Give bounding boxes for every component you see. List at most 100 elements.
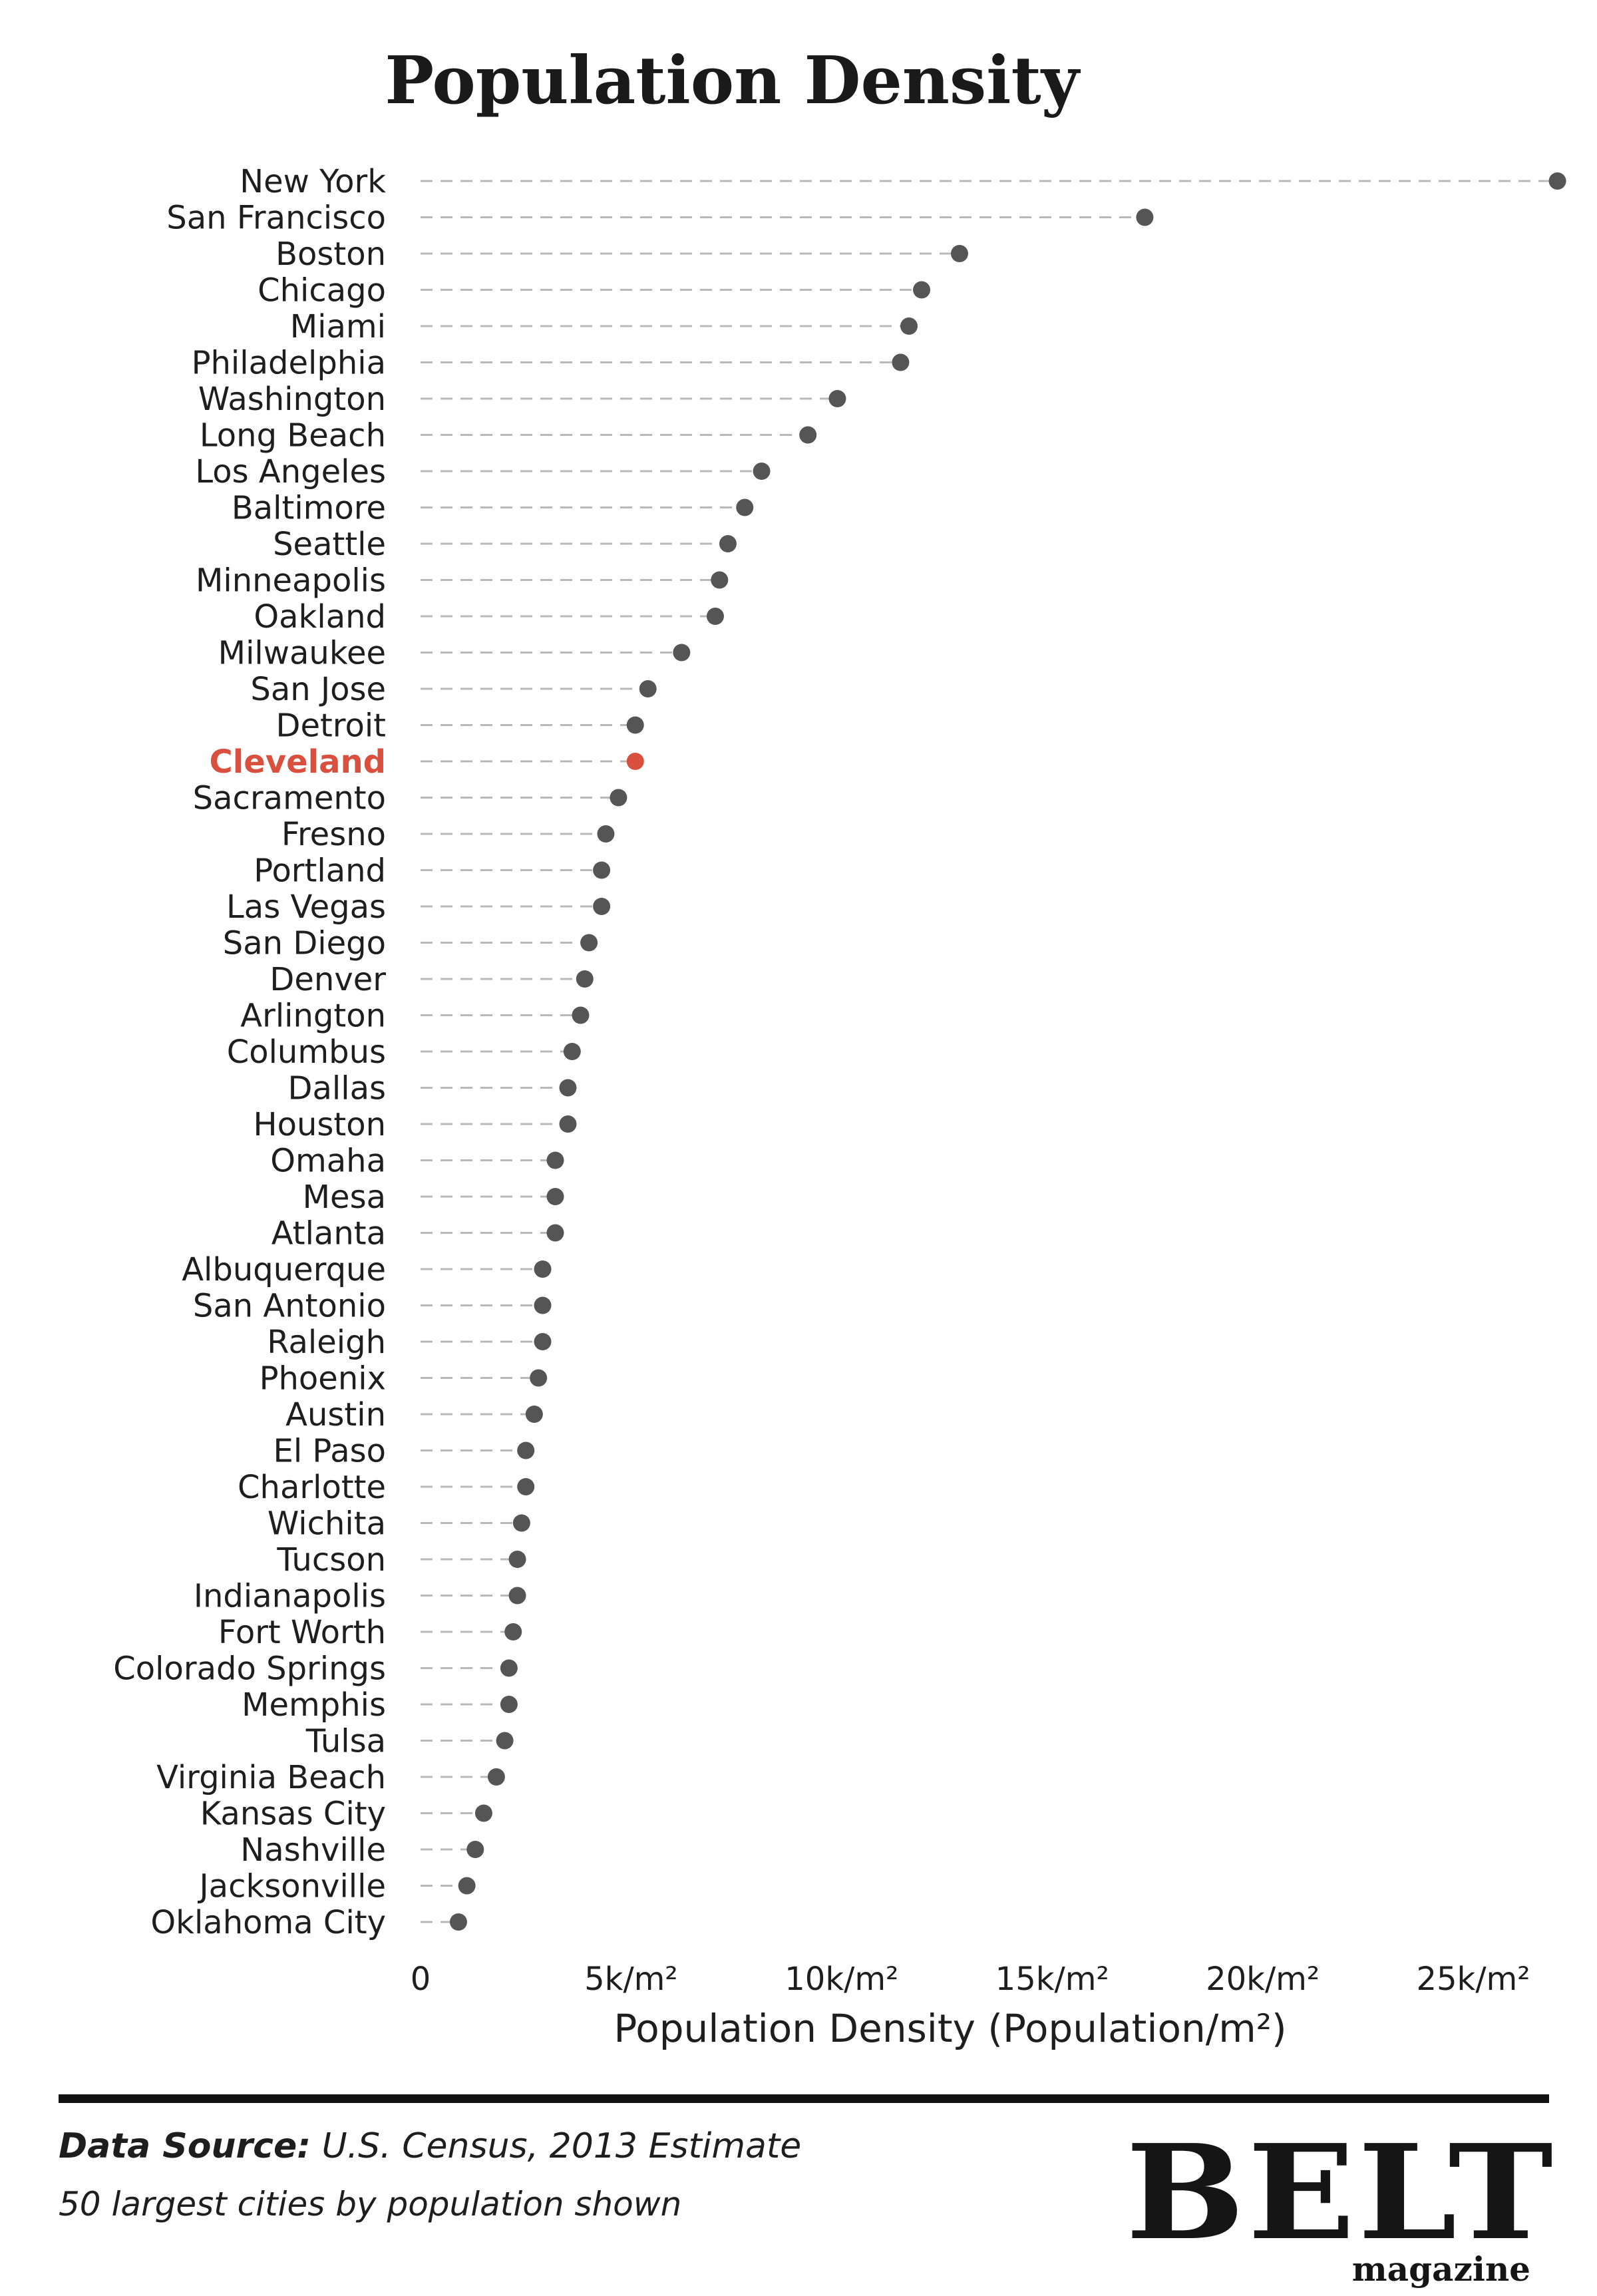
data-point-arlington	[572, 1006, 590, 1024]
data-point-san-jose	[639, 680, 657, 697]
row-indianapolis: Indianapolis	[194, 1578, 526, 1615]
row-memphis: Memphis	[242, 1686, 518, 1724]
city-label-dallas: Dallas	[288, 1070, 386, 1107]
data-point-miami	[900, 317, 918, 335]
row-wichita: Wichita	[267, 1505, 530, 1543]
row-portland: Portland	[254, 853, 611, 890]
data-point-jacksonville	[458, 1877, 476, 1895]
data-point-tucson	[508, 1551, 526, 1568]
city-label-columbus: Columbus	[227, 1034, 386, 1071]
row-tucson: Tucson	[276, 1541, 526, 1579]
row-colorado-springs: Colorado Springs	[113, 1650, 518, 1688]
row-dallas: Dallas	[288, 1070, 577, 1107]
row-el-paso: El Paso	[273, 1433, 535, 1470]
row-tulsa: Tulsa	[305, 1723, 514, 1760]
row-new-york: New York	[240, 163, 1566, 200]
city-label-detroit: Detroit	[275, 707, 386, 745]
city-label-new-york: New York	[240, 163, 386, 200]
row-miami: Miami	[290, 308, 918, 345]
city-label-sacramento: Sacramento	[193, 780, 386, 817]
row-virginia-beach: Virginia Beach	[156, 1759, 505, 1796]
city-label-los-angeles: Los Angeles	[195, 453, 386, 490]
city-label-charlotte: Charlotte	[238, 1469, 386, 1506]
city-label-austin: Austin	[285, 1396, 386, 1434]
row-raleigh: Raleigh	[267, 1324, 552, 1361]
city-label-baltimore: Baltimore	[232, 490, 386, 527]
city-label-phoenix: Phoenix	[260, 1360, 386, 1398]
data-point-atlanta	[546, 1224, 564, 1242]
logo-wordmark: BELT	[1125, 2116, 1556, 2269]
data-point-wichita	[512, 1514, 530, 1532]
data-point-san-diego	[580, 934, 598, 952]
data-point-houston	[559, 1115, 577, 1133]
data-point-los-angeles	[753, 463, 771, 480]
row-omaha: Omaha	[270, 1143, 564, 1180]
data-point-austin	[525, 1406, 543, 1423]
city-label-las-vegas: Las Vegas	[226, 888, 386, 926]
logo-subtitle: magazine	[1351, 2249, 1530, 2289]
row-milwaukee: Milwaukee	[218, 635, 691, 672]
row-long-beach: Long Beach	[200, 417, 817, 455]
data-point-new-york	[1548, 172, 1566, 190]
data-source: Data Source: U.S. Census, 2013 Estimate	[59, 2126, 801, 2166]
data-point-denver	[576, 970, 594, 988]
data-point-seattle	[719, 535, 737, 552]
row-atlanta: Atlanta	[271, 1215, 564, 1252]
city-label-chicago: Chicago	[258, 272, 386, 309]
row-jacksonville: Jacksonville	[198, 1868, 476, 1905]
city-label-memphis: Memphis	[242, 1686, 386, 1724]
city-label-san-francisco: San Francisco	[166, 200, 386, 237]
city-label-tucson: Tucson	[276, 1541, 386, 1579]
city-label-miami: Miami	[290, 308, 386, 345]
data-point-fort-worth	[504, 1623, 522, 1640]
data-source-text: U.S. Census, 2013 Estimate	[321, 2126, 802, 2166]
data-point-milwaukee	[673, 644, 691, 662]
row-washington: Washington	[198, 381, 846, 418]
row-columbus: Columbus	[227, 1034, 581, 1071]
data-point-las-vegas	[593, 898, 611, 915]
x-tick-label: 25k/m²	[1416, 1961, 1530, 1998]
data-point-mesa	[546, 1188, 564, 1205]
data-point-oklahoma-city	[449, 1913, 467, 1931]
x-tick-label: 15k/m²	[995, 1961, 1109, 1998]
data-point-minneapolis	[711, 571, 729, 589]
row-philadelphia: Philadelphia	[192, 345, 910, 382]
city-label-philadelphia: Philadelphia	[192, 345, 386, 382]
row-cleveland: Cleveland	[210, 743, 644, 781]
x-axis-ticks: 0 5k/m² 10k/m² 15k/m² 20k/m² 25k/m²	[411, 1961, 1530, 1998]
city-label-virginia-beach: Virginia Beach	[156, 1759, 386, 1796]
footnote: 50 largest cities by population shown	[59, 2185, 682, 2223]
city-label-minneapolis: Minneapolis	[196, 562, 386, 600]
row-arlington: Arlington	[240, 998, 590, 1035]
data-point-boston	[950, 245, 968, 262]
row-austin: Austin	[285, 1396, 543, 1434]
row-detroit: Detroit	[275, 707, 644, 745]
data-point-philadelphia	[892, 353, 910, 371]
data-point-long-beach	[799, 426, 817, 444]
x-tick-label: 20k/m²	[1206, 1961, 1320, 1998]
city-label-colorado-springs: Colorado Springs	[113, 1650, 386, 1688]
data-point-portland	[593, 861, 611, 879]
data-point-virginia-beach	[487, 1768, 505, 1786]
row-chicago: Chicago	[258, 272, 931, 309]
city-label-denver: Denver	[269, 961, 386, 998]
city-label-seattle: Seattle	[273, 526, 386, 563]
data-point-cleveland	[626, 753, 644, 770]
row-oklahoma-city: Oklahoma City	[150, 1904, 467, 1941]
city-label-arlington: Arlington	[240, 998, 386, 1035]
city-label-washington: Washington	[198, 381, 386, 418]
x-tick-label: 0	[411, 1961, 431, 1998]
row-phoenix: Phoenix	[260, 1360, 548, 1398]
data-point-el-paso	[517, 1441, 535, 1459]
city-label-mesa: Mesa	[303, 1179, 386, 1216]
data-point-chicago	[913, 281, 931, 299]
city-label-nashville: Nashville	[240, 1831, 386, 1869]
row-san-francisco: San Francisco	[166, 200, 1154, 237]
data-point-detroit	[626, 716, 644, 734]
row-san-antonio: San Antonio	[193, 1288, 552, 1325]
city-label-fort-worth: Fort Worth	[218, 1614, 386, 1651]
row-sacramento: Sacramento	[193, 780, 627, 817]
row-baltimore: Baltimore	[232, 490, 754, 527]
row-albuquerque: Albuquerque	[182, 1251, 552, 1288]
